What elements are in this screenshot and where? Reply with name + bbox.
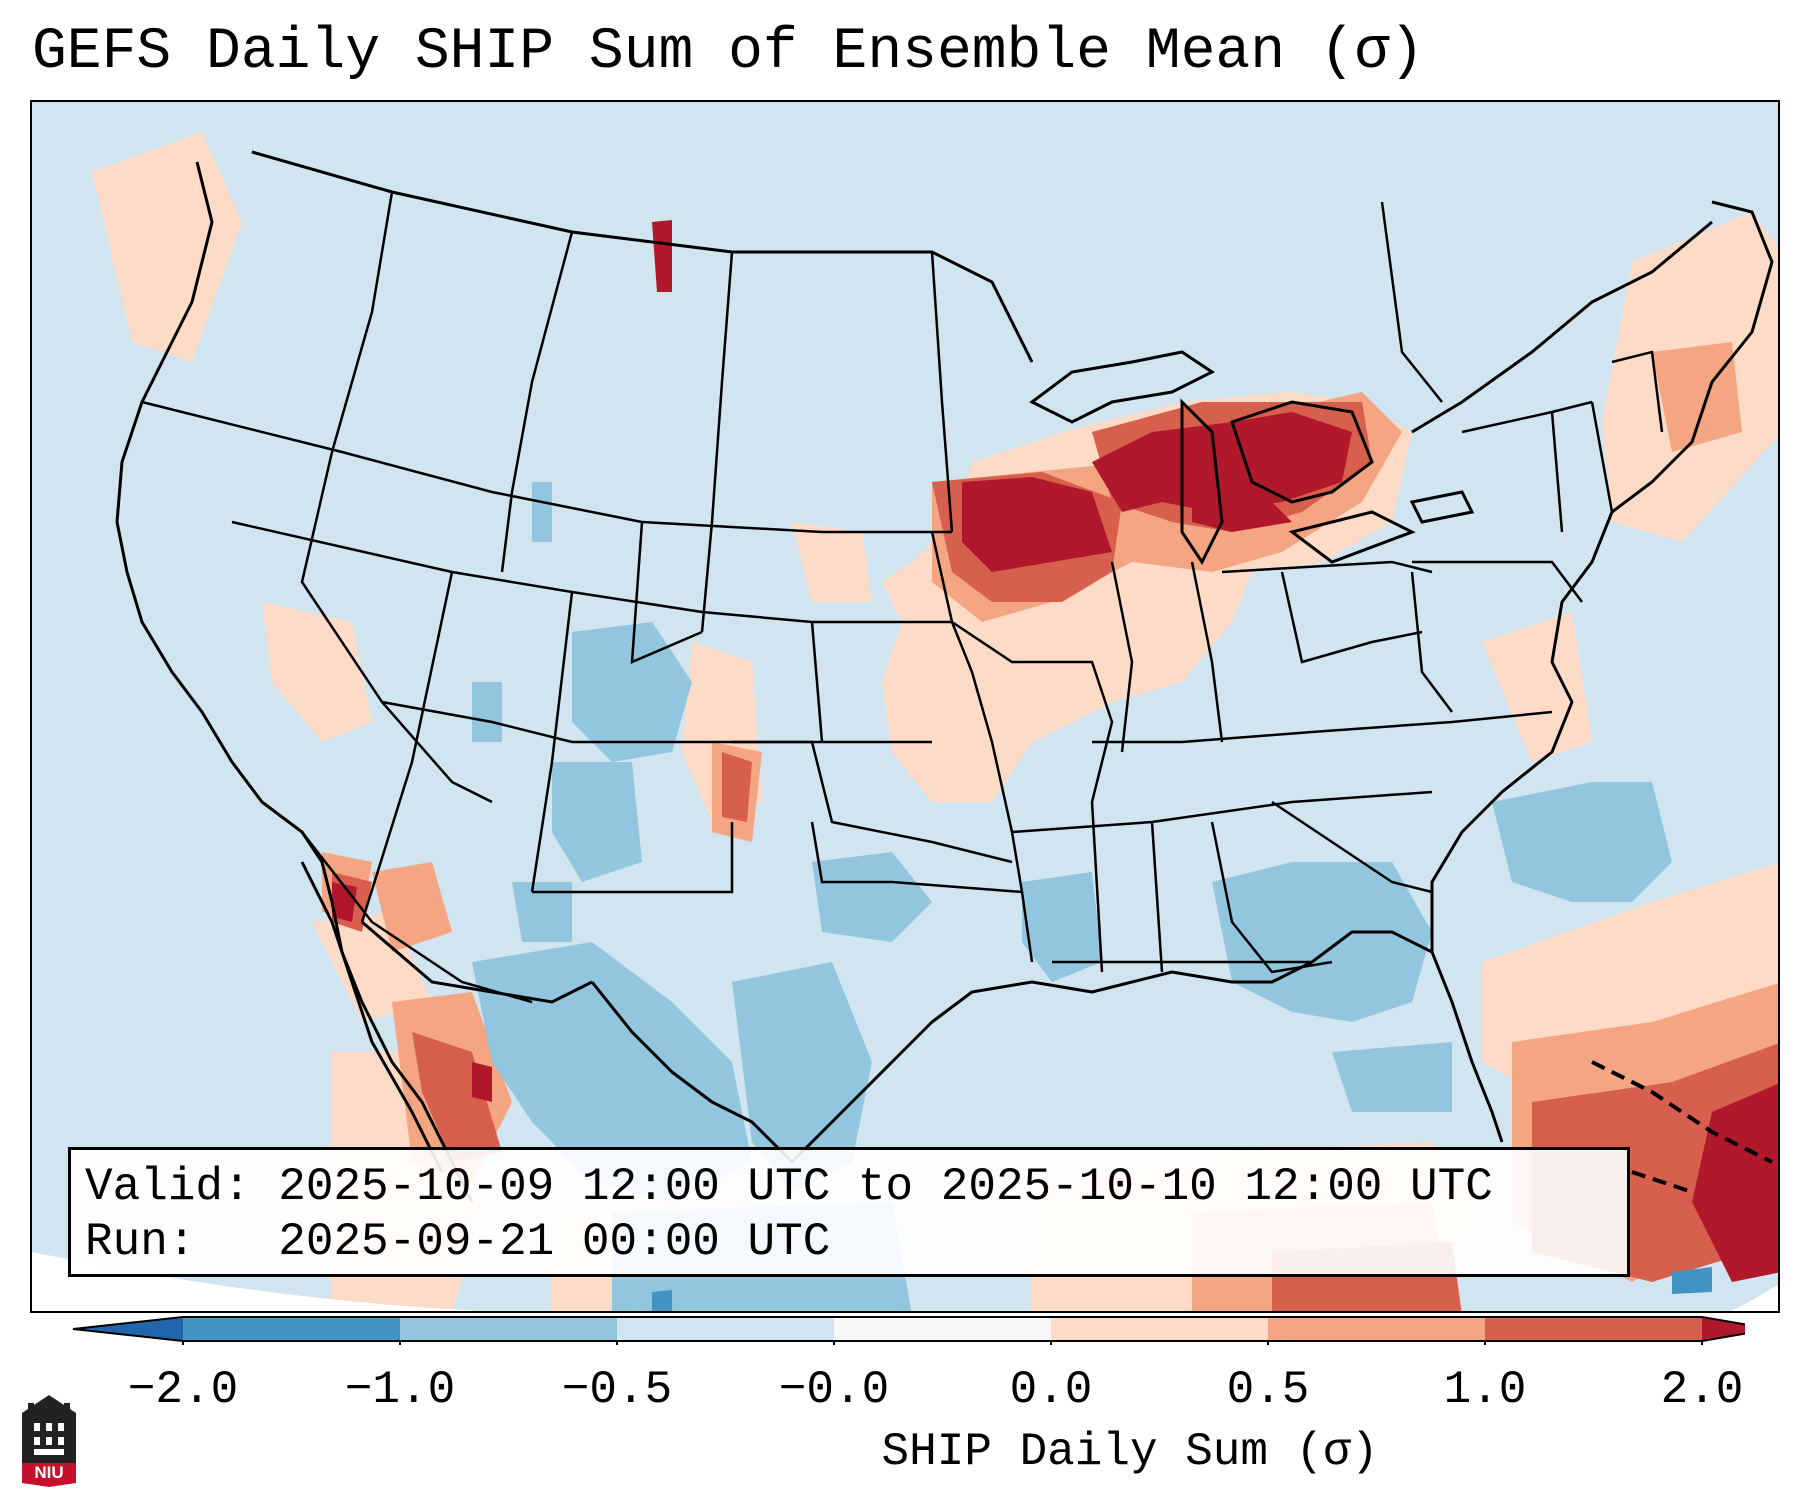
colorbar-segments [72, 1316, 1745, 1345]
figure-title: GEFS Daily SHIP Sum of Ensemble Mean (σ) [32, 20, 1425, 85]
colorbar-tick: −0.0 [778, 1364, 890, 1416]
validity-info-box: Valid: 2025-10-09 12:00 UTC to 2025-10-1… [68, 1147, 1630, 1277]
colorbar [72, 1316, 1745, 1345]
colorbar-extend-low [73, 1317, 183, 1341]
ship-anomaly-map [32, 132, 1778, 1311]
caribbean-islands [1591, 1060, 1773, 1194]
colorbar-tick: 0.0 [1009, 1364, 1093, 1416]
colorbar-bin [183, 1317, 400, 1341]
niu-logo-text: NIU [34, 1463, 64, 1482]
colorbar-bin [617, 1317, 834, 1341]
colorbar-bin [834, 1317, 1051, 1341]
valid-line: Valid: 2025-10-09 12:00 UTC to 2025-10-1… [85, 1161, 1493, 1213]
projection-edge [32, 1252, 482, 1311]
niu-logo-icon [22, 1395, 76, 1487]
state-borders [141, 150, 1664, 1004]
colorbar-tick: 2.0 [1660, 1364, 1744, 1416]
colorbar-label: SHIP Daily Sum (σ) [881, 1426, 1379, 1478]
great-lakes [1029, 350, 1475, 565]
map-panel: Valid: 2025-10-09 12:00 UTC to 2025-10-1… [30, 100, 1780, 1313]
international-borders [251, 150, 1713, 1004]
coastlines [115, 161, 1774, 1203]
colorbar-tick: −1.0 [344, 1364, 456, 1416]
colorbar-tick: 1.0 [1443, 1364, 1527, 1416]
colorbar-tick: −0.5 [561, 1364, 673, 1416]
projection-edge-right [1730, 1284, 1778, 1311]
colorbar-bin [400, 1317, 617, 1341]
colorbar-bin [1051, 1317, 1268, 1341]
colorbar-tick: −2.0 [127, 1364, 239, 1416]
run-line: Run: 2025-09-21 00:00 UTC [85, 1216, 831, 1268]
colorbar-bin [1485, 1317, 1702, 1341]
colorbar-bin [1268, 1317, 1485, 1341]
colorbar-tick: 0.5 [1226, 1364, 1310, 1416]
